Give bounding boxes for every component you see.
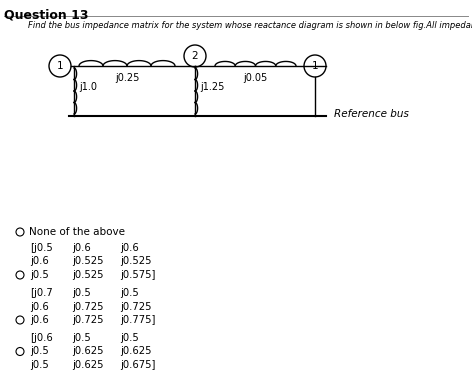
- Text: 2: 2: [192, 51, 198, 61]
- Text: j0.625: j0.625: [72, 360, 103, 370]
- Text: j0.6: j0.6: [30, 301, 49, 311]
- Text: 1: 1: [57, 61, 63, 71]
- Text: [j0.5: [j0.5: [30, 243, 53, 253]
- Text: j0.525: j0.525: [72, 257, 103, 266]
- Text: j0.5: j0.5: [30, 360, 49, 370]
- Text: j0.575]: j0.575]: [120, 270, 155, 280]
- Text: j0.5: j0.5: [120, 288, 139, 298]
- Text: j0.6: j0.6: [72, 243, 91, 253]
- Text: j0.5: j0.5: [30, 270, 49, 280]
- Text: [j0.6: [j0.6: [30, 333, 53, 343]
- Text: j0.5: j0.5: [120, 333, 139, 343]
- Text: [j0.7: [j0.7: [30, 288, 53, 298]
- Text: j0.725: j0.725: [72, 315, 103, 325]
- Text: j0.525: j0.525: [120, 257, 152, 266]
- Text: j1.0: j1.0: [79, 82, 97, 92]
- Text: Reference bus: Reference bus: [334, 109, 409, 119]
- Text: j0.675]: j0.675]: [120, 360, 155, 370]
- Text: j0.5: j0.5: [72, 333, 91, 343]
- Text: j0.525: j0.525: [72, 270, 103, 280]
- Text: j0.6: j0.6: [30, 257, 49, 266]
- Text: j1.25: j1.25: [200, 82, 224, 92]
- Text: None of the above: None of the above: [29, 227, 125, 237]
- Text: j0.625: j0.625: [120, 347, 152, 357]
- Text: 1: 1: [312, 61, 318, 71]
- Text: Find the bus impedance matrix for the system whose reactance diagram is shown in: Find the bus impedance matrix for the sy…: [28, 21, 472, 30]
- Text: j0.6: j0.6: [30, 315, 49, 325]
- Text: j0.25: j0.25: [115, 73, 139, 83]
- Text: j0.5: j0.5: [30, 347, 49, 357]
- Text: j0.05: j0.05: [244, 73, 268, 83]
- Text: j0.725: j0.725: [72, 301, 103, 311]
- Text: Question 13: Question 13: [4, 8, 89, 21]
- Text: j0.625: j0.625: [72, 347, 103, 357]
- Text: j0.6: j0.6: [120, 243, 139, 253]
- Text: j0.775]: j0.775]: [120, 315, 155, 325]
- Text: j0.5: j0.5: [72, 288, 91, 298]
- Text: j0.725: j0.725: [120, 301, 152, 311]
